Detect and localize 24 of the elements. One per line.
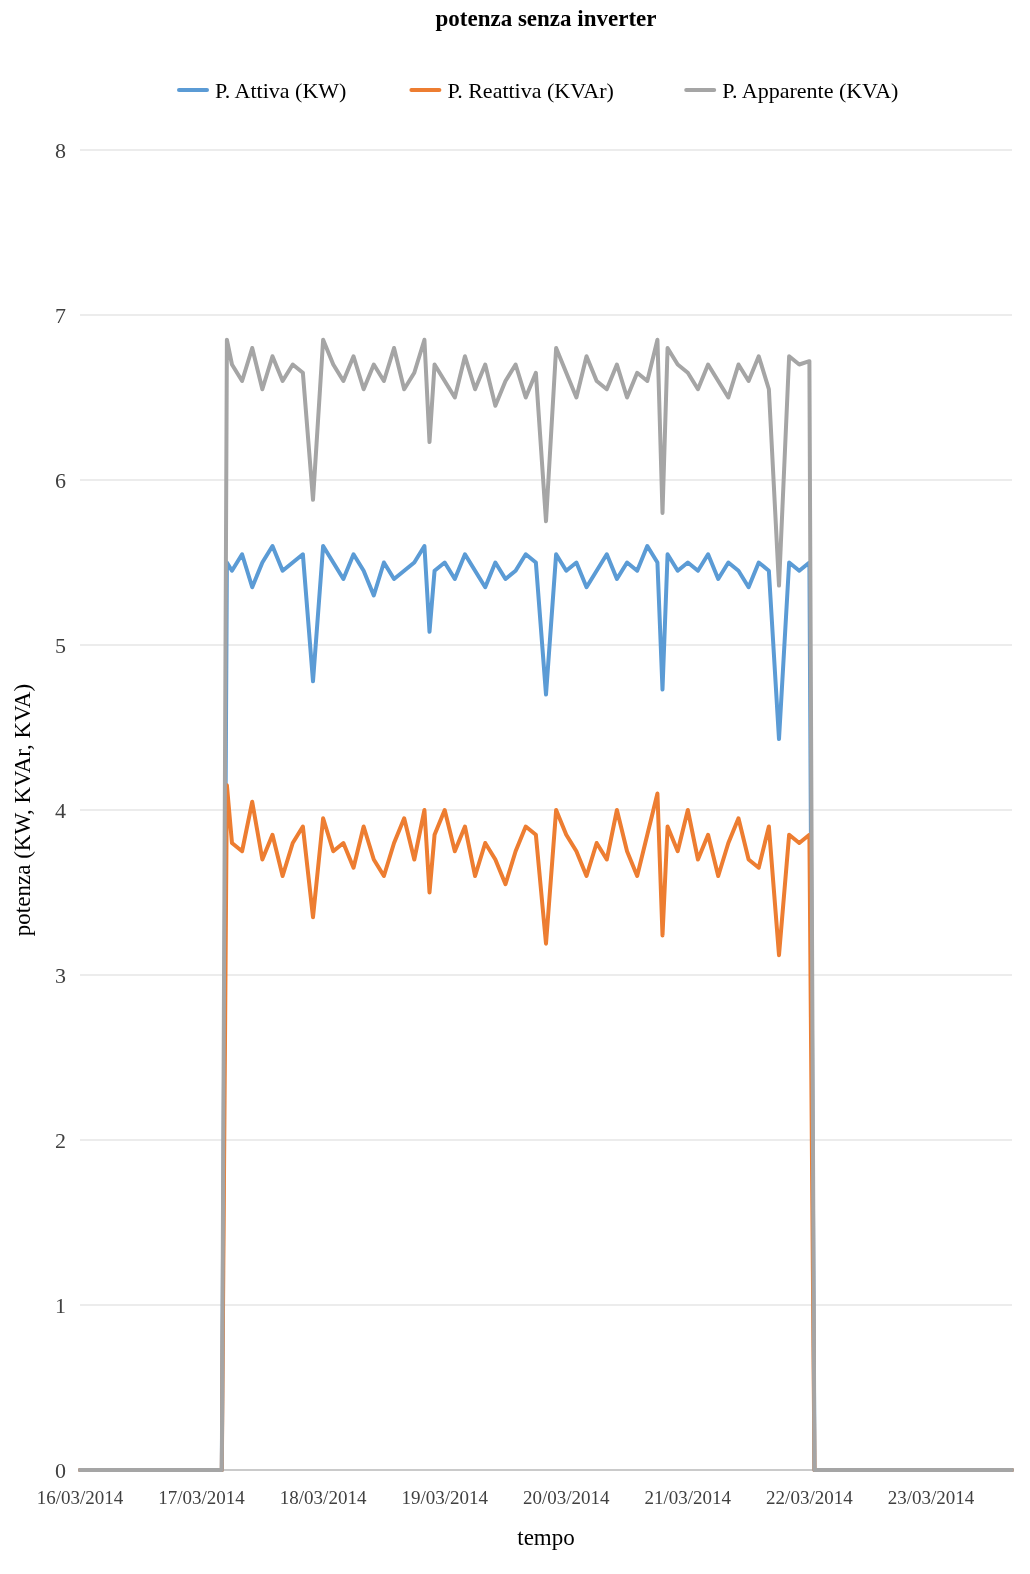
x-tick-label: 21/03/2014 — [644, 1487, 732, 1508]
x-tick-label: 18/03/2014 — [279, 1487, 367, 1508]
legend-label: P. Attiva (KW) — [215, 77, 347, 103]
y-tick-label: 5 — [55, 632, 66, 658]
x-tick-label: 22/03/2014 — [766, 1487, 854, 1508]
y-tick-label: 0 — [55, 1457, 66, 1483]
y-tick-label: 3 — [55, 962, 66, 988]
legend-label: P. Apparente (KVA) — [722, 77, 899, 103]
y-axis-title: potenza (KW, KVAr, KVA) — [10, 683, 35, 937]
line-series — [78, 337, 1014, 1472]
y-tick-label: 1 — [55, 1292, 66, 1318]
x-tick-label: 23/03/2014 — [887, 1487, 975, 1508]
x-tick-label: 17/03/2014 — [158, 1487, 246, 1508]
y-tick-label: 2 — [55, 1127, 66, 1153]
x-tick-label: 16/03/2014 — [36, 1487, 124, 1508]
x-tick-label: 20/03/2014 — [522, 1487, 611, 1508]
x-tick-label: 19/03/2014 — [401, 1487, 489, 1508]
y-tick-label: 6 — [55, 467, 66, 493]
y-tick-label: 7 — [55, 302, 66, 328]
chart-title: potenza senza inverter — [435, 6, 657, 31]
legend-label: P. Reattiva (KVAr) — [447, 77, 614, 103]
x-axis-title: tempo — [517, 1525, 575, 1550]
y-tick-label: 8 — [55, 137, 66, 163]
y-tick-label: 4 — [55, 797, 66, 823]
